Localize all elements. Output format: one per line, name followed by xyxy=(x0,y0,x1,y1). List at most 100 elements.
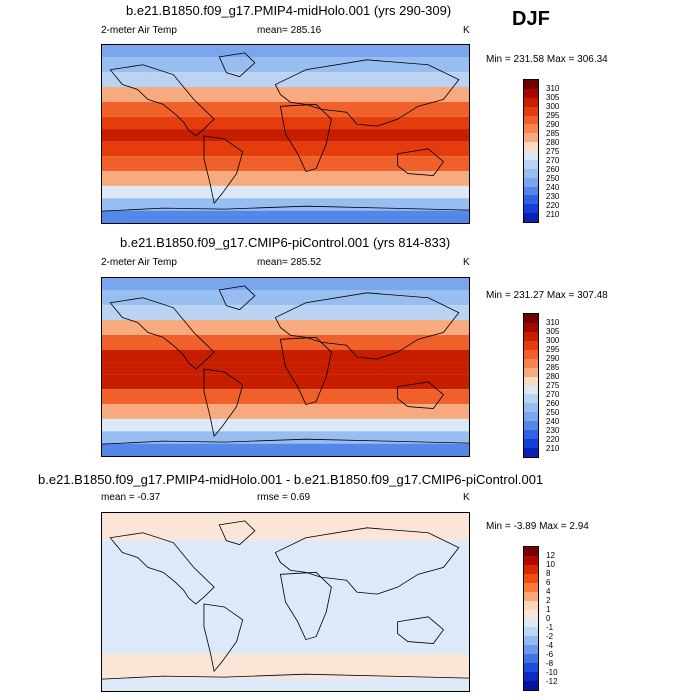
panel-3-band-lat--60 xyxy=(102,653,469,667)
panel-1-colorbar-label: 280 xyxy=(546,137,560,147)
panel-1-band-lat-0 xyxy=(102,129,469,142)
panel-2-coastline-3 xyxy=(274,292,460,360)
panel-1-colorbar-swatch-3 xyxy=(524,106,538,116)
panel-2-colorbar-swatch-8 xyxy=(524,385,538,395)
panel-3-colorbar-swatch-13 xyxy=(524,663,538,673)
panel-3-colorbar-label: 1 xyxy=(546,604,551,614)
panel-2-colorbar-label: 310 xyxy=(546,317,560,327)
panel-2-coastline-5 xyxy=(397,381,445,409)
panel-3-mean-label: mean = -0.37 xyxy=(101,492,161,503)
panel-2-colorbar-swatch-3 xyxy=(524,340,538,350)
panel-3-band-lat--30 xyxy=(102,624,469,640)
panel-1-coastline-0 xyxy=(109,64,215,137)
panel-3-colorbar-label: -2 xyxy=(546,632,554,642)
panel-3-band-lat-25 xyxy=(102,569,469,585)
panel-3-colorbar-swatch-9 xyxy=(524,627,538,637)
panel-1-colorbar-label: 295 xyxy=(546,110,560,120)
panel-3-coastline-6 xyxy=(102,673,469,680)
panel-3-colorbar-label: 4 xyxy=(546,586,551,596)
panel-1-colorbar-swatch-0 xyxy=(524,80,538,89)
panel-2-colorbar-swatch-2 xyxy=(524,331,538,341)
panel-1-colorbar-swatch-7 xyxy=(524,142,538,151)
panel-2-coastline-4 xyxy=(279,336,332,406)
panel-1-band-lat-85 xyxy=(102,45,469,58)
panel-3-band-lat-10 xyxy=(102,584,469,598)
panel-2-lat-bands xyxy=(102,278,469,456)
panel-2-colorbar-label: 300 xyxy=(546,335,560,345)
panel-1-coastline-1 xyxy=(218,52,256,78)
panel-2-band-lat--30 xyxy=(102,389,469,405)
panel-2-colorbar-label: 280 xyxy=(546,371,560,381)
panel-2-variable-label: 2-meter Air Temp xyxy=(101,257,177,268)
panel-1-band-lat-70 xyxy=(102,57,469,73)
panel-1-band-lat--85 xyxy=(102,210,469,223)
panel-2-colorbar-swatch-4 xyxy=(524,349,538,359)
panel-2-colorbar-label: 285 xyxy=(546,362,560,372)
panel-2-colorbar-label: 230 xyxy=(546,426,560,436)
panel-3-colorbar-swatch-4 xyxy=(524,582,538,592)
panel-2-colorbar-swatch-13 xyxy=(524,430,538,440)
panel-1-mean-label: mean= 285.16 xyxy=(257,25,322,36)
panel-1-colorbar-label: 260 xyxy=(546,164,560,174)
panel-1-colorbar-swatch-2 xyxy=(524,97,538,107)
panel-1-colorbar-label: 290 xyxy=(546,119,560,129)
panel-1-band-lat-40 xyxy=(102,87,469,102)
panel-3-coastline-3 xyxy=(274,527,460,595)
panel-2-colorbar xyxy=(523,313,539,458)
panel-3-colorbar-swatch-7 xyxy=(524,609,538,619)
panel-2-colorbar-label: 220 xyxy=(546,435,560,445)
panel-2-band-lat-70 xyxy=(102,290,469,306)
panel-1-colorbar-swatch-14 xyxy=(524,204,538,214)
panel-1-colorbar-label: 310 xyxy=(546,83,560,93)
panel-2-coastline-0 xyxy=(109,297,215,370)
panel-3-band-lat-70 xyxy=(102,525,469,541)
panel-3-colorbar-swatch-15 xyxy=(524,681,538,690)
panel-1-colorbar-swatch-9 xyxy=(524,159,538,169)
panel-2-units-label: K xyxy=(463,257,470,268)
panel-1-colorbar-label: 220 xyxy=(546,200,560,210)
panel-1-colorbar-swatch-12 xyxy=(524,186,538,196)
panel-3-colorbar-swatch-6 xyxy=(524,600,538,610)
panel-2-colorbar-swatch-0 xyxy=(524,314,538,323)
panel-1-colorbar-swatch-10 xyxy=(524,168,538,178)
panel-2-colorbar-label: 260 xyxy=(546,399,560,409)
panel-3-minmax-label: Min = -3.89 Max = 2.94 xyxy=(486,521,589,532)
panel-2-colorbar-swatch-10 xyxy=(524,403,538,413)
panel-1-colorbar-swatch-5 xyxy=(524,124,538,134)
panel-1-colorbar-label: 275 xyxy=(546,146,560,156)
panel-2-colorbar-swatch-15 xyxy=(524,448,538,457)
panel-2-coastline-6 xyxy=(102,438,469,445)
panel-1-colorbar-swatch-6 xyxy=(524,133,538,143)
panel-3-colorbar-label: 10 xyxy=(546,559,555,569)
panel-1-coastline-6 xyxy=(102,205,469,212)
panel-3-colorbar-label: 6 xyxy=(546,577,551,587)
panel-2-mean-label: mean= 285.52 xyxy=(257,257,322,268)
panel-1-band-lat--60 xyxy=(102,185,469,199)
panel-3-colorbar-swatch-8 xyxy=(524,618,538,628)
panel-2-colorbar-swatch-11 xyxy=(524,412,538,422)
panel-2-colorbar-swatch-9 xyxy=(524,394,538,404)
panel-3-coastline-0 xyxy=(109,532,215,605)
panel-3-colorbar-swatch-5 xyxy=(524,591,538,601)
season-label: DJF xyxy=(512,8,550,30)
panel-1-colorbar-swatch-4 xyxy=(524,115,538,125)
panel-3-colorbar-label: 8 xyxy=(546,568,551,578)
panel-3-colorbar-label: 12 xyxy=(546,550,555,560)
panel-1-colorbar-label: 270 xyxy=(546,155,560,165)
panel-2-band-lat--85 xyxy=(102,443,469,456)
panel-1-colorbar-label: 240 xyxy=(546,182,560,192)
panel-3-coastline-4 xyxy=(279,571,332,641)
panel-1-colorbar-swatch-13 xyxy=(524,195,538,205)
panel-2-band-lat--60 xyxy=(102,418,469,432)
panel-1-colorbar-label: 230 xyxy=(546,191,560,201)
panel-2-colorbar-swatch-6 xyxy=(524,367,538,377)
panel-2-colorbar-swatch-12 xyxy=(524,421,538,431)
panel-1-band-lat-10 xyxy=(102,116,469,130)
panel-2-colorbar-swatch-1 xyxy=(524,322,538,332)
panel-2-colorbar-label: 250 xyxy=(546,408,560,418)
panel-3-colorbar-swatch-11 xyxy=(524,645,538,655)
panel-3-band-lat-40 xyxy=(102,555,469,570)
panel-2-band-lat-0 xyxy=(102,362,469,375)
panel-1-variable-label: 2-meter Air Temp xyxy=(101,25,177,36)
panel-3-colorbar-label: -4 xyxy=(546,641,554,651)
